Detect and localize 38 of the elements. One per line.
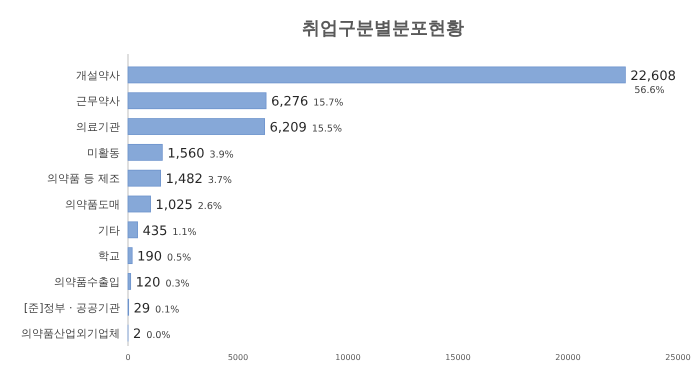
y-tick-label: 의약품산업외기업체 — [21, 327, 120, 340]
bar — [128, 66, 626, 84]
y-tick-label: 개설약사 — [76, 68, 120, 82]
data-label: 1,025 2.6% — [156, 198, 222, 213]
x-tick-label: 15000 — [445, 353, 471, 362]
bar — [128, 196, 151, 212]
x-tick-label: 10000 — [335, 353, 361, 362]
bar — [128, 144, 163, 161]
bar — [128, 247, 133, 264]
bar — [128, 221, 138, 238]
data-label: 22,608 56.6% — [630, 68, 676, 96]
y-tick-label: 의약품수출입 — [54, 275, 120, 288]
x-tick-label: 5000 — [228, 353, 248, 362]
y-tick-label: [준]정부 · 공공기관 — [24, 301, 120, 314]
data-label: 2 0.0% — [133, 327, 170, 342]
y-tick-label: 근무약사 — [76, 94, 120, 108]
x-tick-label: 0 — [125, 353, 131, 362]
y-tick-label: 의약품 등 제조 — [47, 172, 120, 186]
bar — [128, 92, 266, 110]
y-tick-label: 의약품도매 — [65, 198, 120, 211]
y-tick-label: 학교 — [98, 250, 120, 263]
bar — [128, 170, 162, 187]
y-tick-label: 미활동 — [87, 146, 120, 160]
data-label: 190 0.5% — [137, 250, 192, 265]
data-label: 1,560 3.9% — [167, 146, 234, 162]
y-tick-label: 의료기관 — [76, 120, 120, 134]
data-label: 120 0.3% — [136, 275, 190, 290]
data-label: 435 1.1% — [142, 224, 197, 239]
data-label: 29 0.1% — [134, 301, 180, 316]
x-tick-label: 20000 — [555, 353, 581, 362]
chart-title: 취업구분별분포현황 — [302, 18, 464, 39]
bar — [128, 118, 265, 135]
data-label: 1,482 3.7% — [166, 172, 232, 188]
x-tick-label: 25000 — [665, 353, 691, 362]
y-tick-label: 기타 — [98, 224, 120, 237]
data-label: 6,276 15.7% — [271, 94, 344, 110]
data-label: 6,209 15.5% — [270, 120, 342, 136]
bar — [128, 273, 132, 290]
